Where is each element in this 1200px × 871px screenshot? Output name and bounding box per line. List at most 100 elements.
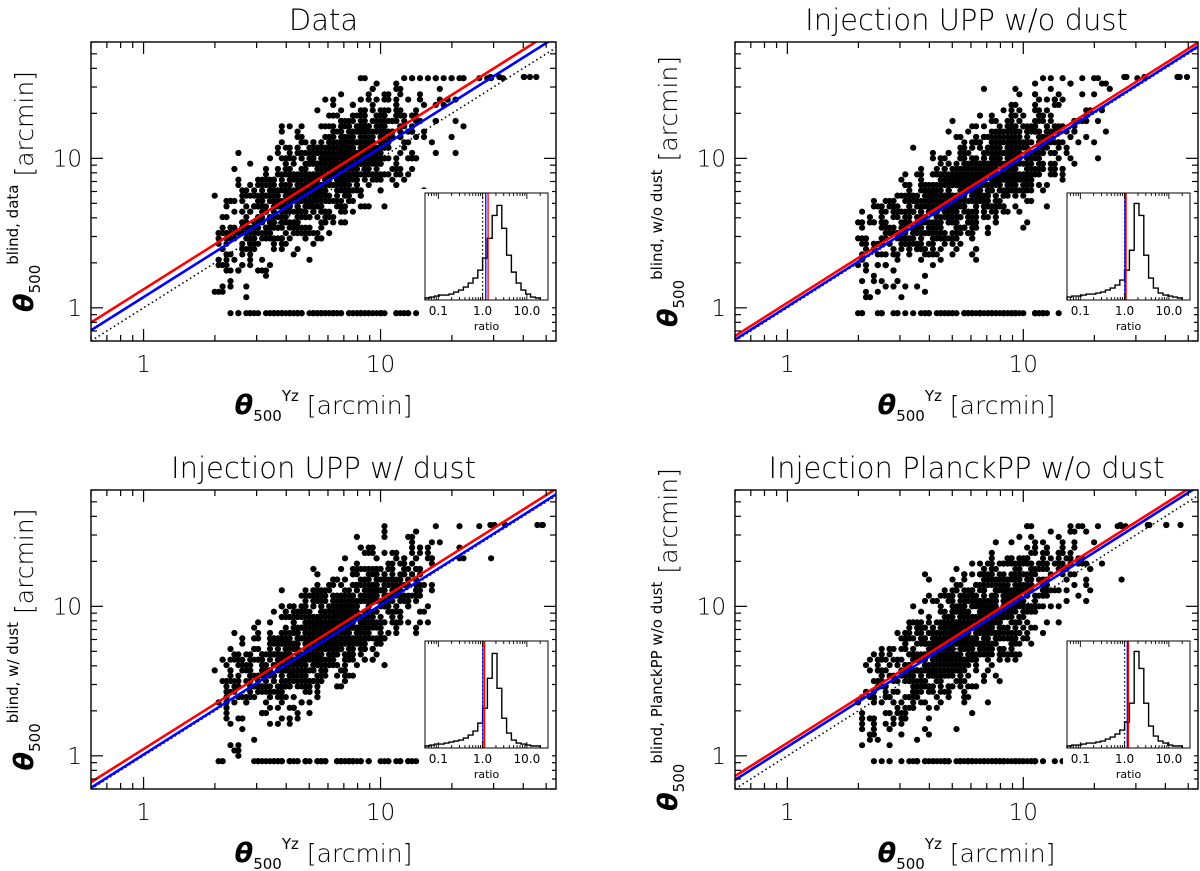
scatter-point (282, 160, 289, 167)
scatter-point (302, 214, 309, 221)
scatter-point (219, 283, 226, 290)
scatter-point (1024, 629, 1031, 637)
scatter-point (1043, 107, 1050, 114)
scatter-point (918, 203, 925, 210)
scatter-point (925, 187, 933, 194)
scatter-point (1020, 139, 1027, 146)
scatter-point (409, 149, 416, 157)
x-label-sub: 500 (896, 407, 925, 425)
scatter-point (223, 214, 230, 221)
scatter-point (980, 160, 988, 167)
scatter-point (941, 208, 948, 215)
scatter-point (921, 288, 929, 295)
x-axis-label: θ500Yz [arcmin] (235, 835, 413, 871)
scatter-point (906, 187, 913, 194)
scatter-point (409, 112, 416, 119)
scatter-point (294, 203, 301, 210)
scatter-point (1067, 155, 1074, 162)
x-tick-label: 10 (1009, 352, 1038, 378)
scatter-point (306, 171, 313, 178)
scatter-point (318, 592, 325, 599)
scatter-point (286, 235, 293, 242)
scatter-point (294, 171, 301, 178)
scatter-point (341, 667, 349, 674)
scatter-point (227, 645, 234, 653)
scatter-point (326, 651, 333, 658)
scatter-point (539, 521, 546, 529)
scatter-point (314, 581, 321, 589)
scatter-point (215, 230, 222, 237)
scatter-point (322, 96, 329, 103)
scatter-point (247, 208, 254, 215)
scatter-point (910, 310, 917, 317)
scatter-point (902, 240, 909, 247)
scatter-point (984, 230, 992, 237)
scatter-point (1039, 75, 1047, 82)
scatter-point (239, 640, 246, 647)
scatter-point (266, 629, 274, 637)
scatter-point (294, 214, 301, 221)
scatter-point (496, 73, 503, 81)
scatter-point (992, 219, 999, 226)
scatter-point (381, 758, 388, 765)
scatter-point (345, 656, 353, 663)
scatter-point (1059, 96, 1066, 103)
scatter-point (413, 133, 420, 141)
scatter-point (349, 112, 356, 119)
scatter-point (274, 704, 281, 711)
scatter-point (278, 603, 285, 610)
scatter-point (416, 549, 424, 557)
scatter-point (413, 629, 420, 637)
scatter-point (353, 640, 360, 647)
scatter-point (306, 155, 313, 162)
scatter-point (1012, 310, 1019, 317)
scatter-point (266, 192, 274, 199)
scatter-point (1004, 171, 1011, 178)
scatter-point (231, 699, 238, 706)
scatter-point (247, 256, 254, 263)
scatter-point (294, 613, 301, 621)
scatter-point (338, 592, 345, 599)
scatter-point (361, 640, 368, 647)
scatter-point (377, 107, 384, 114)
scatter-point (870, 726, 878, 733)
scatter-point (223, 662, 230, 669)
scatter-point (282, 683, 289, 690)
inset-x-tick-label: 1.0 (473, 304, 492, 318)
scatter-point (1071, 539, 1078, 546)
scatter-point (949, 240, 956, 247)
scatter-point (318, 667, 325, 674)
scatter-point (393, 581, 400, 589)
scatter-point (278, 640, 285, 647)
scatter-point (1024, 197, 1031, 205)
scatter-point (298, 123, 305, 130)
scatter-point (314, 107, 321, 114)
scatter-point (369, 101, 376, 108)
scatter-point (870, 203, 878, 210)
scatter-point (290, 251, 297, 258)
scatter-point (310, 587, 317, 594)
scatter-point (330, 662, 337, 669)
scatter-point (294, 128, 301, 135)
inset-background (421, 189, 552, 334)
scatter-point (420, 608, 428, 615)
scatter-point (235, 715, 242, 722)
y-tick-label: 10 (53, 594, 82, 620)
scatter-point (247, 181, 254, 189)
scatter-point (318, 310, 325, 317)
scatter-point (401, 571, 408, 578)
scatter-point (326, 640, 333, 647)
scatter-point (357, 96, 364, 103)
scatter-point (278, 214, 285, 221)
scatter-point (992, 672, 999, 679)
scatter-point (373, 581, 380, 589)
scatter-point (1020, 160, 1027, 167)
scatter-point (1059, 75, 1066, 82)
scatter-point (961, 165, 968, 173)
scatter-point (310, 208, 317, 215)
scatter-point (286, 603, 293, 610)
scatter-point (270, 246, 277, 253)
scatter-point (338, 219, 345, 226)
scatter-point (377, 160, 384, 167)
scatter-point (338, 758, 345, 765)
